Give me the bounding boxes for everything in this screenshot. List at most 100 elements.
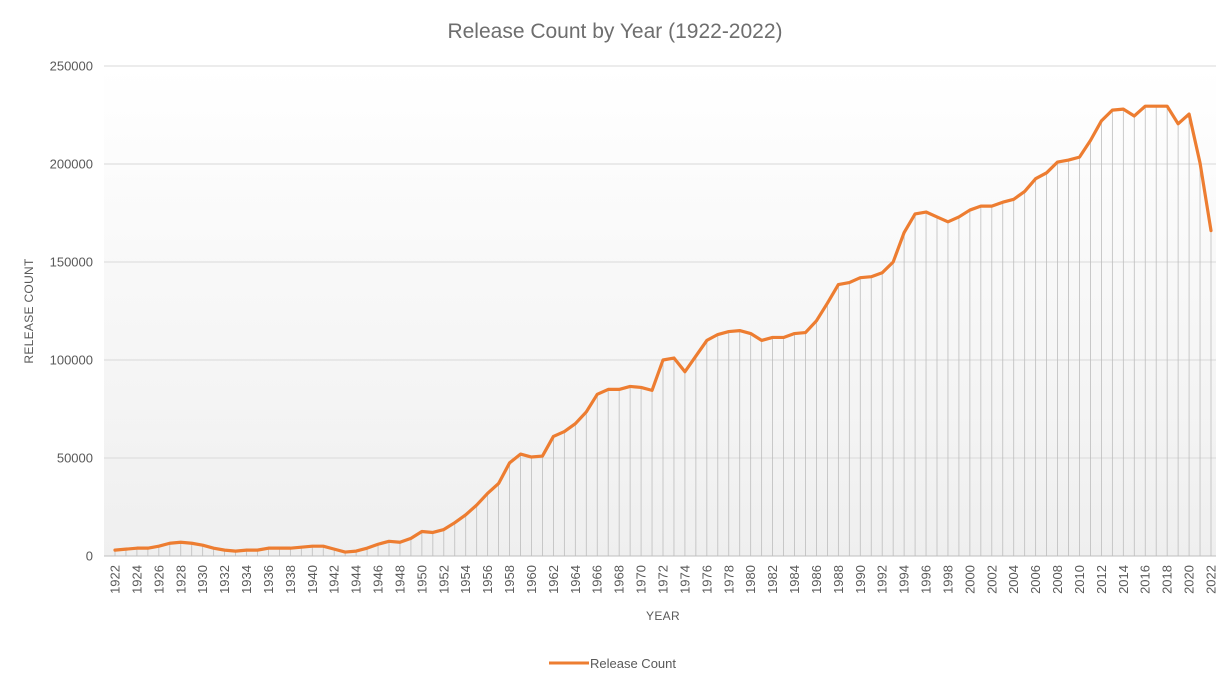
data-point xyxy=(881,271,884,274)
x-tick-label: 1934 xyxy=(239,565,254,594)
x-tick-label: 1966 xyxy=(590,565,605,594)
data-point xyxy=(278,547,281,550)
data-point xyxy=(848,281,851,284)
data-point xyxy=(223,549,226,552)
data-point xyxy=(1045,171,1048,174)
x-tick-label: 1956 xyxy=(480,565,495,594)
x-tick-label: 1978 xyxy=(721,565,736,594)
data-point xyxy=(1133,114,1136,117)
x-tick-label: 1970 xyxy=(634,565,649,594)
legend: Release Count xyxy=(549,656,676,671)
x-tick-label: 1940 xyxy=(305,565,320,594)
data-point xyxy=(1078,156,1081,159)
data-point xyxy=(837,283,840,286)
data-point xyxy=(727,330,730,333)
x-tick-label: 1994 xyxy=(897,565,912,594)
data-point xyxy=(377,543,380,546)
data-point xyxy=(1023,190,1026,193)
x-tick-label: 1988 xyxy=(831,565,846,594)
y-tick-label: 50000 xyxy=(57,451,93,466)
data-point xyxy=(760,339,763,342)
data-point xyxy=(322,545,325,548)
data-point xyxy=(289,547,292,550)
data-point xyxy=(683,370,686,373)
y-tick-label: 0 xyxy=(86,549,93,564)
y-tick-label: 150000 xyxy=(50,255,93,270)
data-point xyxy=(607,388,610,391)
data-point xyxy=(344,551,347,554)
data-point xyxy=(716,333,719,336)
x-tick-label: 1958 xyxy=(502,565,517,594)
data-point xyxy=(563,430,566,433)
x-tick-label: 1986 xyxy=(809,565,824,594)
y-tick-label: 200000 xyxy=(50,157,93,172)
data-point xyxy=(1210,229,1213,232)
y-axis-ticks: 0 50000 100000 150000 200000 250000 xyxy=(50,59,93,564)
data-point xyxy=(114,549,117,552)
x-tick-label: 1984 xyxy=(787,565,802,594)
series-line-release-count xyxy=(113,104,1213,554)
x-tick-label: 2008 xyxy=(1050,565,1065,594)
data-point xyxy=(1199,162,1202,165)
data-point xyxy=(453,521,456,524)
data-point xyxy=(618,388,621,391)
data-point xyxy=(333,548,336,551)
data-point xyxy=(190,542,193,545)
x-tick-label: 2000 xyxy=(962,565,977,594)
x-tick-label: 1976 xyxy=(699,565,714,594)
data-point xyxy=(409,537,412,540)
x-tick-label: 1930 xyxy=(195,565,210,594)
x-tick-label: 2014 xyxy=(1116,565,1131,594)
data-point xyxy=(705,339,708,342)
x-tick-label: 1948 xyxy=(392,565,407,594)
data-point xyxy=(366,547,369,550)
series-layer xyxy=(113,104,1213,554)
x-tick-label: 1992 xyxy=(875,565,890,594)
data-point xyxy=(497,482,500,485)
data-point xyxy=(738,329,741,332)
x-tick-label: 1944 xyxy=(349,565,364,594)
x-tick-label: 2012 xyxy=(1094,565,1109,594)
data-point xyxy=(651,389,654,392)
data-point xyxy=(1056,161,1059,164)
data-point xyxy=(694,355,697,358)
plot-area xyxy=(104,66,1216,556)
data-point xyxy=(135,547,138,550)
x-tick-label: 1982 xyxy=(765,565,780,594)
x-tick-label: 1972 xyxy=(656,565,671,594)
data-point xyxy=(914,212,917,215)
data-point xyxy=(804,331,807,334)
x-tick-label: 1962 xyxy=(546,565,561,594)
x-tick-label: 1990 xyxy=(853,565,868,594)
data-point xyxy=(179,541,182,544)
data-point xyxy=(979,205,982,208)
data-point xyxy=(629,385,632,388)
data-point xyxy=(146,547,149,550)
x-tick-label: 1952 xyxy=(436,565,451,594)
data-point xyxy=(1012,198,1015,201)
data-point xyxy=(1166,105,1169,108)
data-point xyxy=(311,545,314,548)
grid-lines xyxy=(104,65,1216,557)
legend-item-label: Release Count xyxy=(590,656,676,671)
data-point xyxy=(925,211,928,214)
data-point xyxy=(1111,109,1114,112)
x-tick-label: 2020 xyxy=(1182,565,1197,594)
data-point xyxy=(486,492,489,495)
data-point xyxy=(1177,122,1180,125)
data-point xyxy=(826,302,829,305)
x-tick-label: 1946 xyxy=(371,565,386,594)
data-point xyxy=(1001,201,1004,204)
data-point xyxy=(1155,105,1158,108)
data-point xyxy=(431,531,434,534)
data-point xyxy=(749,332,752,335)
data-point xyxy=(541,455,544,458)
x-tick-label: 1974 xyxy=(677,565,692,594)
data-point xyxy=(1089,139,1092,142)
data-point xyxy=(990,205,993,208)
data-point xyxy=(574,422,577,425)
x-tick-label: 1928 xyxy=(173,565,188,594)
y-tick-label: 100000 xyxy=(50,353,93,368)
